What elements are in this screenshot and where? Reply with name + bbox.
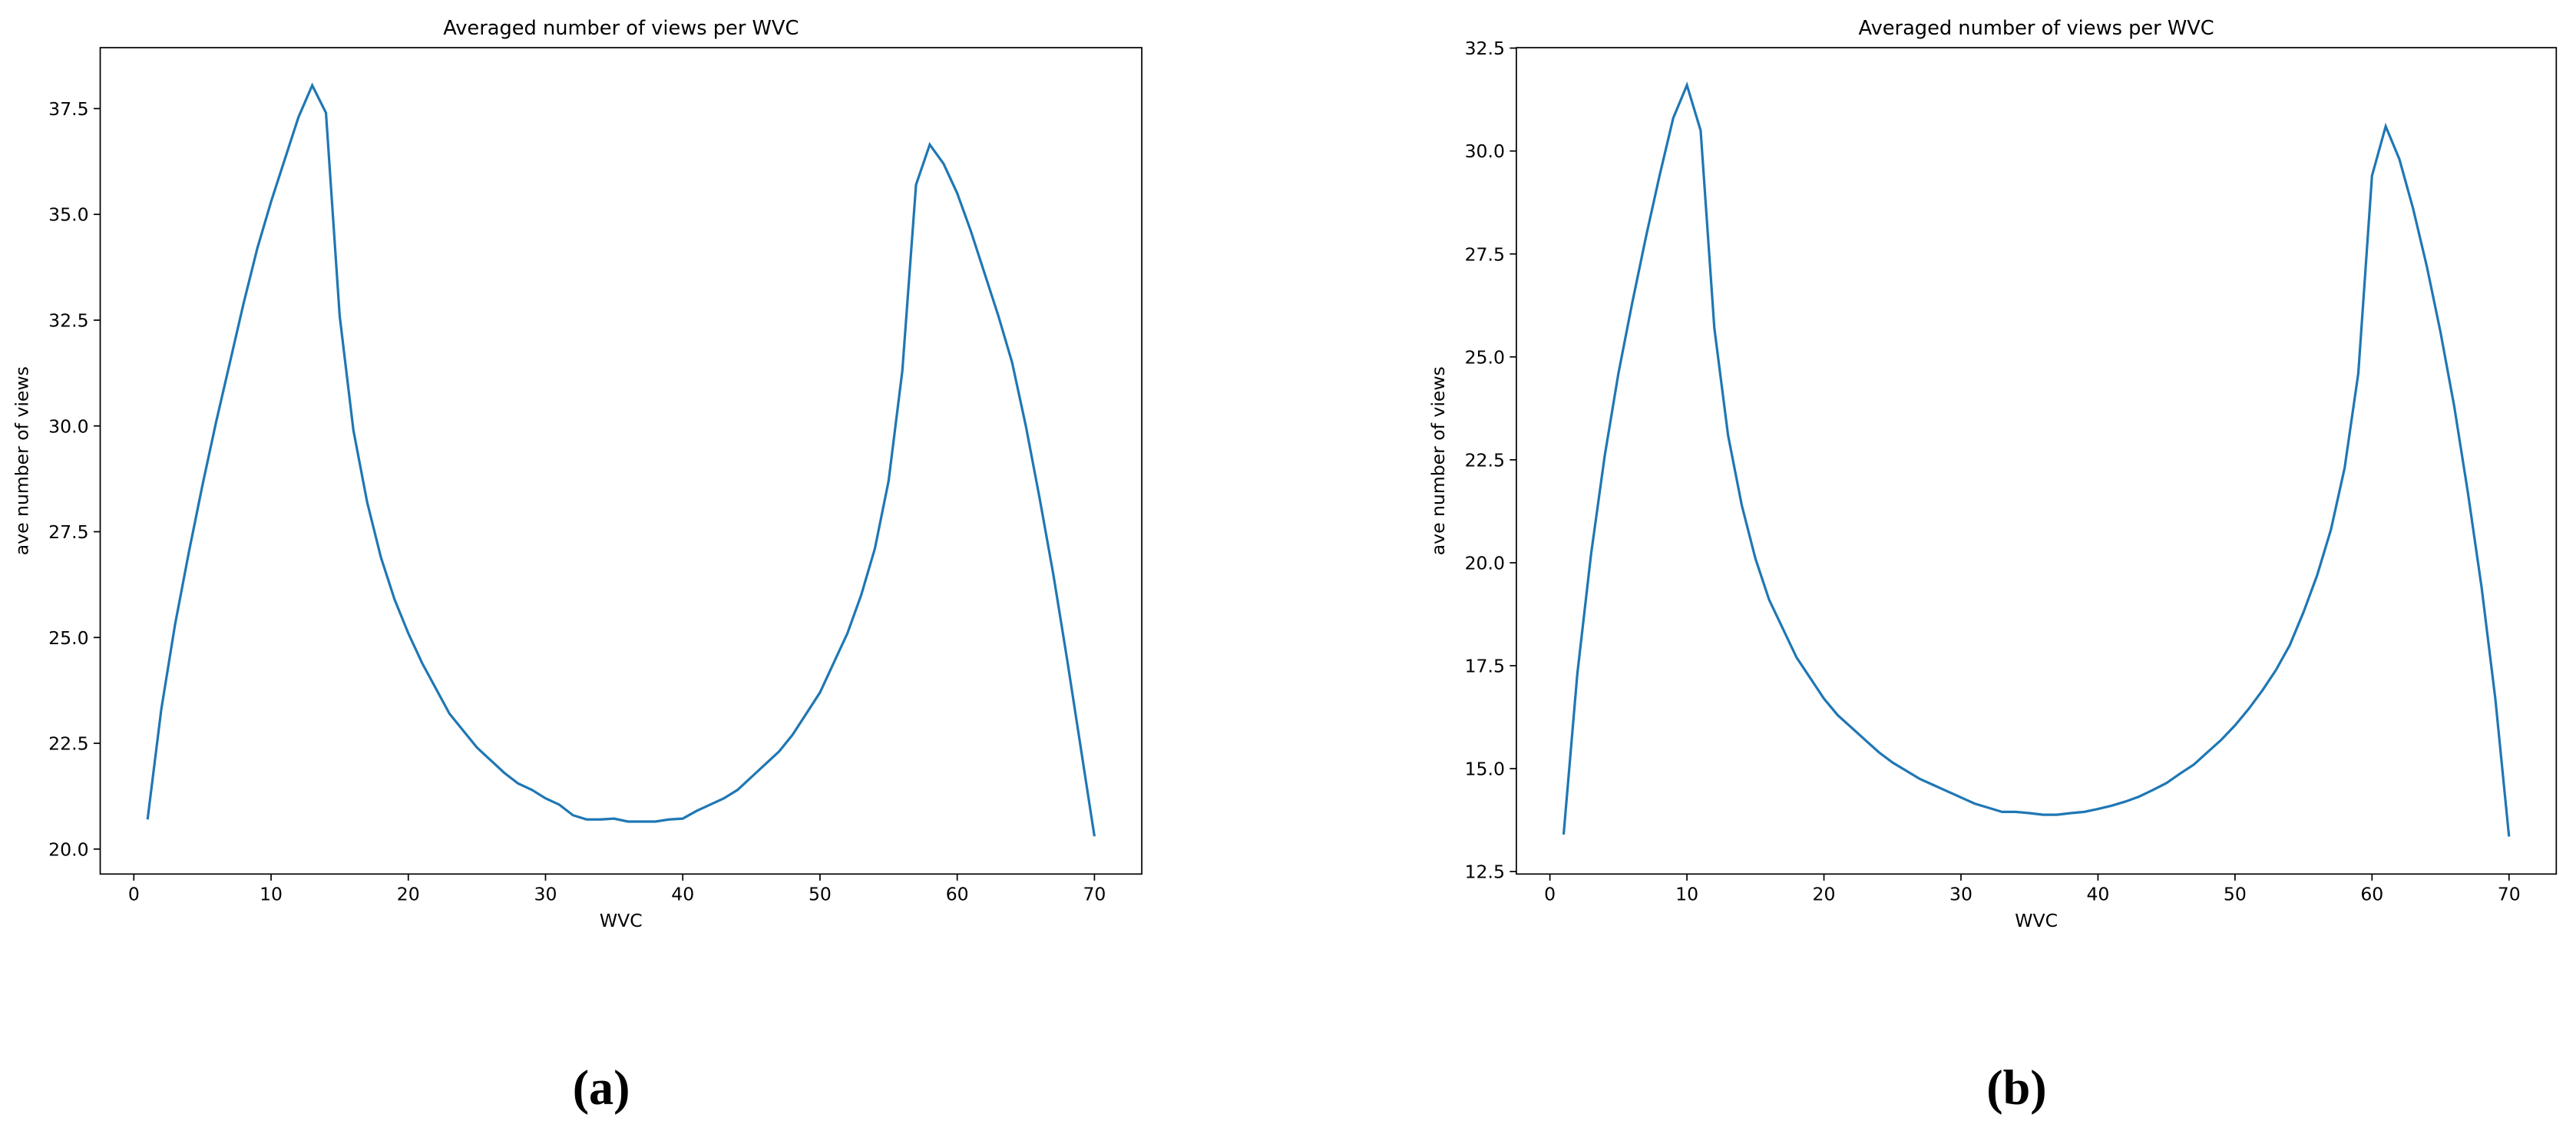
y-tick-label: 37.5 [48,98,88,120]
x-tick-label: 40 [671,884,694,905]
x-axis-label: WVC [600,910,643,931]
x-tick-label: 0 [1544,884,1556,905]
x-tick-label: 20 [397,884,420,905]
x-axis-label: WVC [2015,910,2058,931]
caption: (a) [573,1060,630,1115]
x-tick-label: 70 [1083,884,1106,905]
x-tick-label: 50 [2224,884,2247,905]
chart-title: Averaged number of views per WVC [1859,17,2214,40]
y-tick-label: 30.0 [48,415,88,437]
y-tick-label: 25.0 [48,627,88,649]
y-tick-label: 30.0 [1465,141,1505,162]
y-tick-label: 22.5 [1465,449,1505,471]
y-axis-label: ave number of views [11,366,32,555]
x-tick-label: 50 [809,884,832,905]
y-tick-label: 20.0 [1465,552,1505,574]
x-tick-label: 60 [946,884,969,905]
x-tick-label: 20 [1813,884,1836,905]
caption: (b) [1986,1060,2046,1115]
y-tick-label: 35.0 [48,204,88,226]
x-tick-label: 30 [1949,884,1973,905]
x-tick-label: 0 [128,884,140,905]
y-tick-label: 25.0 [1465,346,1505,368]
y-tick-label: 22.5 [48,733,88,755]
data-line [146,82,1096,837]
x-tick-label: 40 [2086,884,2109,905]
x-tick-label: 10 [260,884,283,905]
axes-frame [1516,47,2558,875]
y-tick-label: 17.5 [1465,656,1505,677]
y-tick-label: 32.5 [1465,38,1505,59]
y-tick-label: 27.5 [1465,243,1505,265]
y-tick-label: 20.0 [48,838,88,860]
y-tick-label: 12.5 [1465,861,1505,883]
x-tick-label: 60 [2360,884,2383,905]
y-tick-label: 32.5 [48,310,88,332]
x-tick-label: 30 [534,884,557,905]
y-tick-label: 15.0 [1465,759,1505,780]
chart-title: Averaged number of views per WVC [443,17,799,40]
y-tick-label: 27.5 [48,521,88,543]
y-axis-label: ave number of views [1427,366,1449,555]
x-tick-label: 10 [1675,884,1698,905]
axes-frame [99,47,1143,875]
data-line [1562,81,2511,837]
x-tick-label: 70 [2498,884,2521,905]
